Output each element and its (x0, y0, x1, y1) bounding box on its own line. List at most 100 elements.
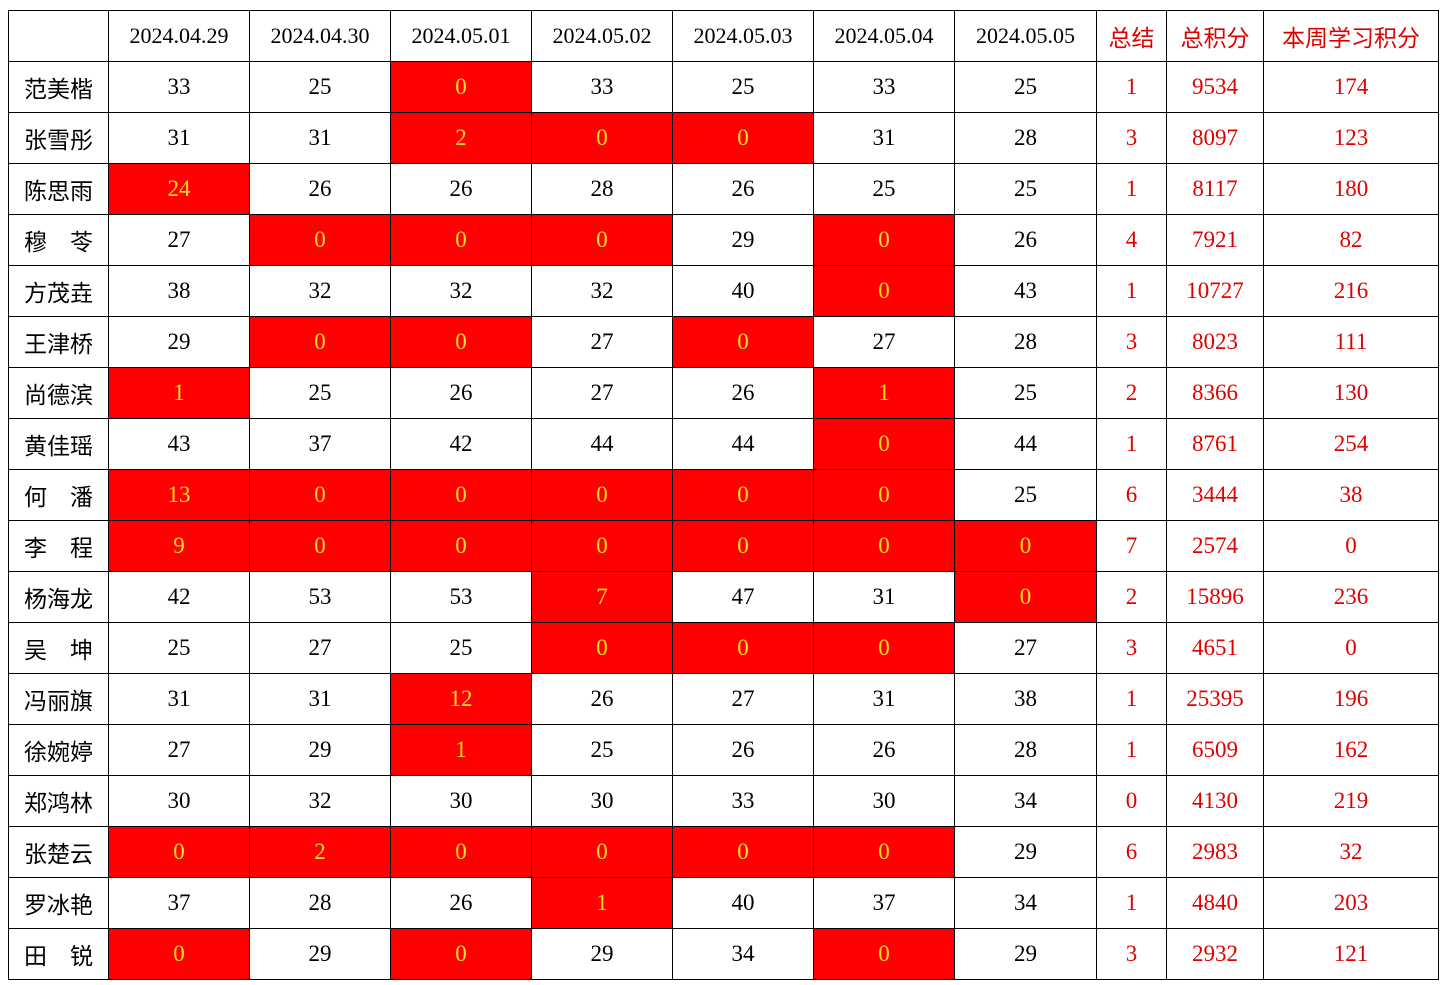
table-row: 田 锐 0 29 0 29 34 0 29 3 2932 121 (8, 928, 1439, 980)
daily-score-cell: 43 (108, 418, 250, 470)
week-points-cell: 111 (1263, 316, 1439, 368)
daily-score-cell: 26 (390, 367, 532, 419)
total-points-cell: 2932 (1166, 928, 1264, 980)
summary-cell: 3 (1096, 112, 1167, 164)
student-name: 张楚云 (8, 826, 109, 878)
daily-score-cell: 0 (531, 112, 673, 164)
table-row: 杨海龙 42 53 53 7 47 31 0 2 15896 236 (8, 571, 1439, 623)
daily-score-cell: 43 (954, 265, 1097, 317)
daily-score-cell: 0 (672, 826, 814, 878)
daily-score-cell: 38 (108, 265, 250, 317)
table-row: 黄佳瑶 43 37 42 44 44 0 44 1 8761 254 (8, 418, 1439, 470)
student-name: 范美楷 (8, 61, 109, 113)
daily-score-cell: 0 (249, 469, 391, 521)
daily-score-cell: 27 (531, 316, 673, 368)
summary-cell: 0 (1096, 775, 1167, 827)
daily-score-cell: 33 (672, 775, 814, 827)
week-points-cell: 216 (1263, 265, 1439, 317)
daily-score-cell: 0 (813, 928, 955, 980)
date-header: 2024.05.03 (672, 10, 814, 62)
total-points-cell: 2983 (1166, 826, 1264, 878)
daily-score-cell: 27 (531, 367, 673, 419)
daily-score-cell: 0 (813, 520, 955, 572)
daily-score-cell: 27 (954, 622, 1097, 674)
summary-cell: 1 (1096, 418, 1167, 470)
daily-score-cell: 31 (813, 571, 955, 623)
total-points-cell: 8761 (1166, 418, 1264, 470)
daily-score-cell: 25 (954, 469, 1097, 521)
daily-score-cell: 42 (108, 571, 250, 623)
daily-score-cell: 27 (672, 673, 814, 725)
table-row: 穆 苓 27 0 0 0 29 0 26 4 7921 82 (8, 214, 1439, 266)
daily-score-cell: 9 (108, 520, 250, 572)
daily-score-cell: 25 (249, 61, 391, 113)
daily-score-cell: 0 (813, 469, 955, 521)
table-row: 王津桥 29 0 0 27 0 27 28 3 8023 111 (8, 316, 1439, 368)
daily-score-cell: 27 (813, 316, 955, 368)
daily-score-cell: 34 (954, 877, 1097, 929)
daily-score-cell: 30 (390, 775, 532, 827)
total-points-cell: 2574 (1166, 520, 1264, 572)
daily-score-cell: 31 (249, 112, 391, 164)
week-points-cell: 180 (1263, 163, 1439, 215)
daily-score-cell: 26 (813, 724, 955, 776)
daily-score-cell: 40 (672, 265, 814, 317)
daily-score-cell: 53 (390, 571, 532, 623)
daily-score-cell: 33 (531, 61, 673, 113)
total-points-cell: 15896 (1166, 571, 1264, 623)
total-points-cell: 3444 (1166, 469, 1264, 521)
table-row: 方茂垚 38 32 32 32 40 0 43 1 10727 216 (8, 265, 1439, 317)
student-name: 何 潘 (8, 469, 109, 521)
student-name: 尚德滨 (8, 367, 109, 419)
daily-score-cell: 28 (531, 163, 673, 215)
daily-score-cell: 29 (672, 214, 814, 266)
daily-score-cell: 25 (531, 724, 673, 776)
daily-score-cell: 0 (813, 214, 955, 266)
daily-score-cell: 1 (390, 724, 532, 776)
daily-score-cell: 32 (249, 265, 391, 317)
daily-score-cell: 27 (249, 622, 391, 674)
total-points-header: 总积分 (1166, 10, 1264, 62)
daily-score-cell: 0 (531, 622, 673, 674)
daily-score-cell: 25 (813, 163, 955, 215)
date-header: 2024.04.30 (249, 10, 391, 62)
daily-score-cell: 25 (249, 367, 391, 419)
daily-score-cell: 25 (954, 163, 1097, 215)
table-row: 张雪彤 31 31 2 0 0 31 28 3 8097 123 (8, 112, 1439, 164)
daily-score-cell: 0 (672, 316, 814, 368)
week-points-cell: 219 (1263, 775, 1439, 827)
daily-score-cell: 34 (672, 928, 814, 980)
daily-score-cell: 0 (390, 520, 532, 572)
week-points-cell: 121 (1263, 928, 1439, 980)
daily-score-cell: 33 (813, 61, 955, 113)
summary-cell: 1 (1096, 673, 1167, 725)
daily-score-cell: 25 (954, 367, 1097, 419)
daily-score-cell: 0 (672, 112, 814, 164)
table-row: 尚德滨 1 25 26 27 26 1 25 2 8366 130 (8, 367, 1439, 419)
table-row: 李 程 9 0 0 0 0 0 0 7 2574 0 (8, 520, 1439, 572)
student-name: 王津桥 (8, 316, 109, 368)
daily-score-cell: 44 (672, 418, 814, 470)
table-row: 何 潘 13 0 0 0 0 0 25 6 3444 38 (8, 469, 1439, 521)
date-header: 2024.05.01 (390, 10, 532, 62)
summary-cell: 2 (1096, 571, 1167, 623)
date-header: 2024.05.04 (813, 10, 955, 62)
daily-score-cell: 0 (390, 214, 532, 266)
summary-cell: 6 (1096, 469, 1167, 521)
summary-cell: 1 (1096, 265, 1167, 317)
daily-score-cell: 0 (249, 214, 391, 266)
daily-score-cell: 34 (954, 775, 1097, 827)
daily-score-cell: 0 (249, 316, 391, 368)
total-points-cell: 4651 (1166, 622, 1264, 674)
daily-score-cell: 0 (813, 265, 955, 317)
summary-cell: 2 (1096, 367, 1167, 419)
total-points-cell: 8023 (1166, 316, 1264, 368)
daily-score-cell: 29 (531, 928, 673, 980)
daily-score-cell: 0 (531, 469, 673, 521)
daily-score-cell: 29 (108, 316, 250, 368)
daily-score-cell: 0 (954, 520, 1097, 572)
student-name: 张雪彤 (8, 112, 109, 164)
daily-score-cell: 25 (108, 622, 250, 674)
daily-score-cell: 29 (954, 826, 1097, 878)
daily-score-cell: 26 (390, 877, 532, 929)
